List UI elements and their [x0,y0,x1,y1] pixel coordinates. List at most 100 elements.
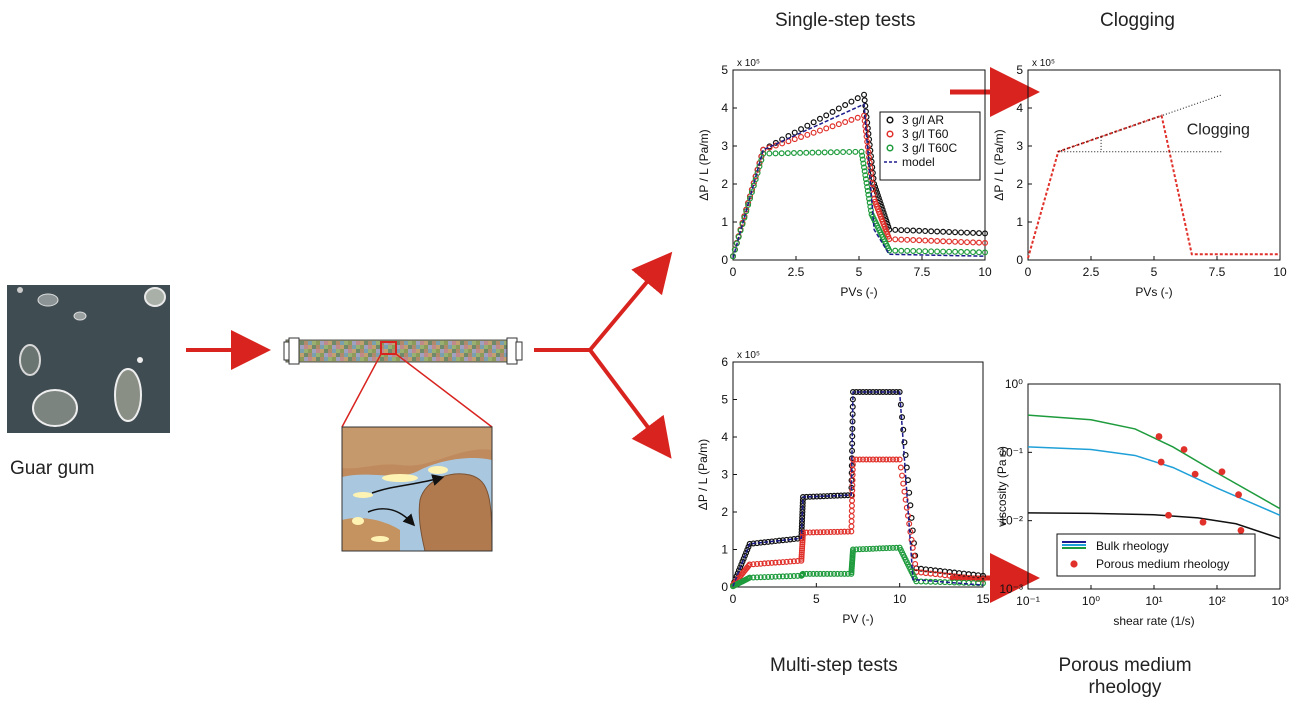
series-line [1027,114,1280,259]
data-point [946,248,953,255]
legend-label: 3 g/l T60 [902,127,949,141]
data-point [772,573,779,580]
data-point [849,389,856,396]
data-point [903,504,910,511]
data-point [899,472,906,479]
data-point [1237,527,1245,534]
data-point [797,149,804,156]
data-point [859,156,866,163]
x-tick-label: 10³ [1271,594,1288,608]
data-point [791,136,798,143]
data-point [903,464,910,471]
data-point [958,238,965,245]
y-tick-label: 5 [721,63,728,77]
x-tick-label: 7.5 [914,265,931,279]
data-point [879,389,886,396]
data-point [854,95,861,102]
x-tick-label: 2.5 [1083,265,1100,279]
data-point [958,229,965,236]
x-axis-label: PV (-) [842,612,873,626]
data-point [848,116,855,123]
data-point [889,456,896,463]
data-point [1218,468,1226,476]
data-point [952,238,959,245]
data-point [922,248,929,255]
data-point [979,572,986,579]
y-tick-label: 0 [721,580,728,594]
data-point [873,456,880,463]
y-tick-label: 6 [721,355,728,369]
data-point [820,570,827,577]
data-point [904,247,911,254]
data-point [916,248,923,255]
data-point [970,239,977,246]
data-point [898,247,905,254]
model-line [732,391,984,587]
data-point [729,253,736,260]
data-point [940,248,947,255]
data-point [776,573,783,580]
y-tick-label: 0 [1016,253,1023,267]
y-axis-label: ΔP / L (Pa/m) [697,129,711,200]
data-point [892,226,899,233]
y-tick-label: 3 [1016,139,1023,153]
bulk-rheology-curve [1027,414,1281,510]
data-point [859,152,866,159]
data-point [798,555,805,562]
series-3-g-l-t60 [729,112,988,260]
data-point [748,189,755,196]
data-point [804,131,811,138]
pore-sketch [341,426,493,552]
fork-arrows [534,251,673,459]
data-point [904,236,911,243]
y-multiplier: x 10⁵ [1032,58,1055,69]
data-point [816,127,823,134]
legend-label: Porous medium rheology [1096,557,1229,571]
legend-swatch [886,144,894,152]
data-point [896,456,903,463]
series-red [1027,114,1280,259]
data-point [750,182,757,189]
data-point [798,557,805,564]
data-point [869,456,876,463]
data-point [772,150,779,157]
data-point [827,149,834,156]
data-point [910,247,917,254]
data-point [840,149,847,156]
data-point [964,229,971,236]
data-point [946,228,953,235]
guar-gum-image [7,285,170,433]
data-point [861,91,868,98]
data-point [765,573,772,580]
data-point [848,98,855,105]
data-point [864,187,871,194]
data-point [815,149,822,156]
x-tick-label: 10¹ [1145,594,1162,608]
series-porous-medium-points [1155,433,1245,534]
data-point [859,456,866,463]
y-multiplier: x 10⁵ [737,58,760,69]
data-point [867,207,874,214]
data-point [970,249,977,256]
data-point [907,528,914,535]
data-point [1157,458,1165,466]
y-tick-label: 10⁻² [999,514,1023,528]
data-point [901,439,908,446]
data-point [916,227,923,234]
data-point [976,230,983,237]
data-point [849,546,856,553]
y-tick-label: 2 [721,177,728,191]
data-point [873,389,880,396]
data-point [768,573,775,580]
data-point [976,239,983,246]
data-point [803,149,810,156]
data-point [916,237,923,244]
plot-frame [1027,69,1281,261]
clogging-annotation: Clogging [1187,122,1250,139]
x-tick-label: 0 [730,592,737,606]
series-red [729,456,986,589]
y-axis-label: ΔP / L (Pa/m) [992,129,1006,200]
data-point [862,176,869,183]
data-point [737,564,744,571]
